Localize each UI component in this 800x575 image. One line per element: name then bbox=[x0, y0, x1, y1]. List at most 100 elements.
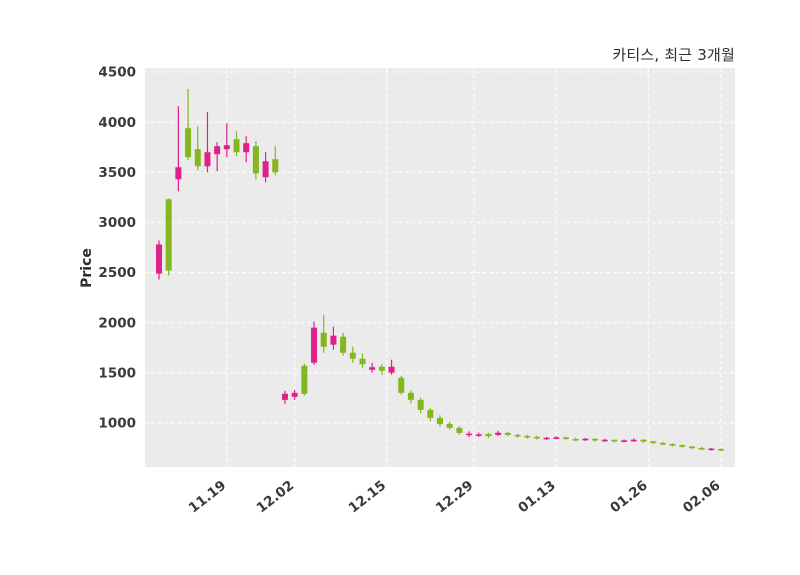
candle-body bbox=[611, 439, 618, 442]
candle bbox=[485, 432, 492, 438]
candle bbox=[553, 436, 560, 440]
candle bbox=[592, 438, 599, 442]
candle-body bbox=[194, 149, 201, 167]
y-tick-label: 2000 bbox=[98, 315, 136, 331]
candle-body bbox=[243, 143, 250, 153]
candle-body bbox=[533, 436, 540, 439]
candle bbox=[340, 332, 347, 356]
candle-body bbox=[475, 434, 482, 436]
candle-body bbox=[669, 443, 676, 446]
candle-body bbox=[688, 446, 695, 449]
candle-body bbox=[311, 327, 318, 363]
candle-body bbox=[553, 437, 560, 439]
candle bbox=[185, 89, 192, 161]
candle bbox=[679, 444, 686, 448]
x-tick-label: 12.02 bbox=[254, 478, 298, 517]
candle bbox=[436, 415, 444, 427]
candle bbox=[349, 346, 356, 363]
candle bbox=[640, 439, 647, 444]
candle bbox=[252, 141, 259, 180]
candle bbox=[621, 439, 628, 443]
candle bbox=[427, 407, 434, 422]
candle-body bbox=[708, 448, 715, 451]
candle-body bbox=[165, 199, 172, 271]
candle bbox=[514, 433, 521, 438]
candle-body bbox=[155, 244, 163, 274]
candle-body bbox=[175, 167, 182, 180]
candle-body bbox=[349, 352, 356, 359]
y-axis-label: Price bbox=[79, 248, 95, 288]
candle bbox=[456, 426, 463, 435]
candle bbox=[475, 432, 482, 437]
candle bbox=[446, 421, 453, 430]
candle bbox=[369, 362, 376, 373]
candle bbox=[417, 397, 424, 414]
candle bbox=[233, 131, 240, 157]
candle bbox=[582, 437, 589, 441]
candle bbox=[223, 123, 230, 158]
candle bbox=[504, 431, 511, 437]
candle bbox=[155, 240, 163, 280]
candle bbox=[214, 142, 221, 172]
candle-body bbox=[417, 399, 424, 410]
x-tick-label: 12.29 bbox=[433, 478, 477, 517]
candle bbox=[281, 390, 288, 404]
candle bbox=[572, 437, 579, 442]
candle-body bbox=[456, 427, 463, 433]
candle bbox=[698, 446, 705, 451]
y-tick-label: 2500 bbox=[98, 265, 136, 281]
candles bbox=[155, 89, 725, 452]
candle-body bbox=[223, 145, 230, 150]
candle-body bbox=[369, 367, 376, 370]
candle bbox=[650, 440, 657, 445]
x-tick-label: 12.15 bbox=[346, 478, 390, 517]
candle bbox=[398, 375, 405, 395]
candle bbox=[708, 447, 715, 451]
candle-body bbox=[407, 392, 414, 400]
candle-body bbox=[398, 377, 405, 393]
candle bbox=[533, 435, 540, 440]
candle bbox=[359, 353, 366, 368]
x-tick-label: 01.13 bbox=[515, 478, 559, 517]
candle-body bbox=[640, 439, 647, 442]
candle bbox=[320, 314, 327, 353]
candle-body bbox=[330, 335, 337, 345]
candle-body bbox=[572, 438, 579, 441]
candle-body bbox=[388, 366, 395, 373]
candle-body bbox=[562, 437, 569, 439]
candle bbox=[611, 439, 618, 443]
y-tick-label: 3500 bbox=[98, 165, 136, 181]
candle-body bbox=[485, 433, 492, 437]
candle bbox=[175, 106, 182, 192]
y-tick-label: 1000 bbox=[98, 416, 136, 432]
candle bbox=[407, 390, 414, 404]
candle-body bbox=[524, 435, 531, 438]
candle-body bbox=[495, 432, 502, 435]
candle-body bbox=[514, 434, 521, 437]
candle-body bbox=[698, 447, 705, 450]
candle-body bbox=[582, 438, 589, 441]
y-tick-labels: 1000 1500 2000 2500 3000 3500 4000 4500 bbox=[98, 65, 136, 432]
candle bbox=[388, 359, 395, 375]
candle bbox=[717, 448, 725, 452]
candle-body bbox=[621, 440, 628, 442]
candle-body bbox=[466, 433, 473, 436]
candle-body bbox=[446, 423, 453, 428]
candle bbox=[165, 198, 172, 276]
candle-body bbox=[436, 417, 444, 424]
candle-body bbox=[359, 358, 366, 365]
candle bbox=[243, 136, 250, 163]
candle bbox=[495, 430, 502, 437]
candle bbox=[524, 434, 531, 439]
candle bbox=[378, 364, 385, 375]
y-tick-label: 3000 bbox=[98, 215, 136, 231]
candle-body bbox=[214, 146, 221, 155]
x-tick-label: 01.26 bbox=[607, 478, 651, 517]
candle-body bbox=[659, 442, 666, 445]
candle-body bbox=[262, 161, 269, 178]
candle bbox=[669, 443, 676, 447]
x-tick-label: 11.19 bbox=[186, 478, 230, 517]
candle-body bbox=[504, 432, 511, 435]
y-tick-label: 1500 bbox=[98, 365, 136, 381]
